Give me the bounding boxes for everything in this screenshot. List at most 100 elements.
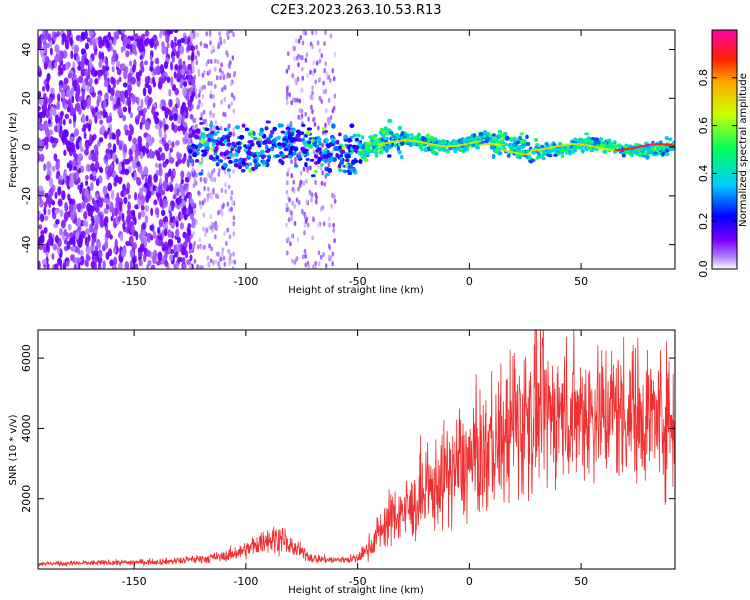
spectrogram-cell [113,256,118,266]
spectrogram-cell [54,263,59,269]
spectrogram-cell [92,38,96,49]
spectrogram-cell [311,109,314,115]
spectrogram-cell [307,264,311,269]
spectrogram-cell [107,153,112,160]
spectrogram-cell [82,48,87,54]
snr-series-line [38,330,675,568]
spectrogram-cell [237,166,243,170]
spectrogram-cell [357,150,362,155]
spectrogram-cell [98,39,103,49]
spectrogram-cell [40,229,45,236]
spectrogram-cell [205,143,210,147]
spectrogram-cell [130,235,134,245]
spectrogram-cell [327,162,331,168]
spectrogram-cell [209,93,213,99]
spectrogram-cell [123,143,127,154]
spectrogram-cell [54,44,60,53]
spectrogram-cell [192,125,195,130]
spectrogram-cell [227,184,231,190]
spectrogram-cell [39,234,44,245]
spectrogram-cell [352,133,357,138]
spectrogram-cell [130,76,136,85]
spectrogram-cell [332,194,336,199]
spectrogram-cell [576,144,582,150]
spectrogram-cell [171,121,175,131]
spectrogram-cell [204,127,210,131]
spectrogram-cell [521,150,526,154]
spectrogram-cell [181,116,185,126]
spectrogram-cell [304,162,308,168]
spectrogram-cell [310,104,313,110]
spectrogram-cell [206,196,209,202]
spectrogram-cell [90,181,94,192]
spectrogram-cell [423,147,428,152]
spectrogram-cell [40,34,45,40]
spectrogram-cell [318,141,322,146]
spectrogram-cell [623,145,628,149]
spectrogram-cell [360,134,365,140]
spectrogram-cell [314,192,318,198]
spectrogram-cell [488,139,493,143]
spectrogram-cell [141,222,147,230]
spectrogram-cell [182,183,188,191]
spectrogram-cell [211,45,215,51]
spectrogram-cell [174,63,179,71]
spectrogram-cell [320,180,324,186]
spectrogram-cell [130,224,135,234]
spectrogram-cell [172,194,177,200]
spectrogram-cell [309,94,313,100]
spectrogram-cell [222,111,225,117]
spectrogram-cell [399,154,404,160]
spectrogram-cell [104,216,109,225]
spectrogram-cell [564,149,569,155]
spectrogram-cell [116,192,120,202]
spectrogram-cell [98,50,102,60]
spectrogram-cell [304,253,307,259]
spectrogram-cell [39,153,45,163]
spectrogram-cell [299,170,303,176]
spectrogram-cell [267,140,272,145]
spectrogram-cell [212,94,215,99]
spectrogram-cell [69,37,73,47]
spectrogram-cell [188,157,193,163]
spectrogram-cell [228,160,233,164]
spectrogram-cell [205,122,208,127]
spectrogram-cell [228,256,232,261]
spectrogram-cell [224,150,229,156]
spectrogram-cell [53,153,57,162]
spectrogram-cell [200,149,206,153]
spectrogram-cell [230,259,234,265]
x-tick-label: -100 [233,575,258,588]
spectrogram-cell [46,263,50,269]
spectrogram-cell [63,102,67,110]
spectrogram-cell [218,31,221,37]
spectrogram-cell [255,140,261,146]
spectrogram-cell [232,127,235,133]
spectrogram-cell [212,112,215,118]
spectrogram-cell [295,197,299,203]
spectrogram-cell [519,132,525,136]
spectrogram-cell [239,157,243,161]
spectrogram-cell [293,56,296,62]
spectrogram-cell [160,99,166,105]
spectrogram-cell [287,236,290,242]
spectrogram-cell [426,138,432,143]
spectrogram-cell [66,232,70,240]
spectrogram-cell [327,97,331,103]
spectrogram-cell [410,133,414,137]
spectrogram-cell [99,110,103,116]
spectrogram-cell [172,218,177,224]
spectrogram-cell [509,145,515,151]
spectrogram-cell [120,93,124,102]
spectrogram-cell [266,148,271,152]
spectrogram-cell [324,30,327,35]
spectrogram-cell [299,180,302,186]
spectrogram-cell [317,250,321,256]
spectrogram-cell [378,146,384,151]
spectrogram-cell [84,142,89,149]
spectrogram-cell [228,131,233,136]
spectrogram-cell [175,187,180,196]
spectrogram-cell [200,112,203,118]
spectrogram-cell [128,155,134,162]
spectrogram-cell [71,95,75,104]
